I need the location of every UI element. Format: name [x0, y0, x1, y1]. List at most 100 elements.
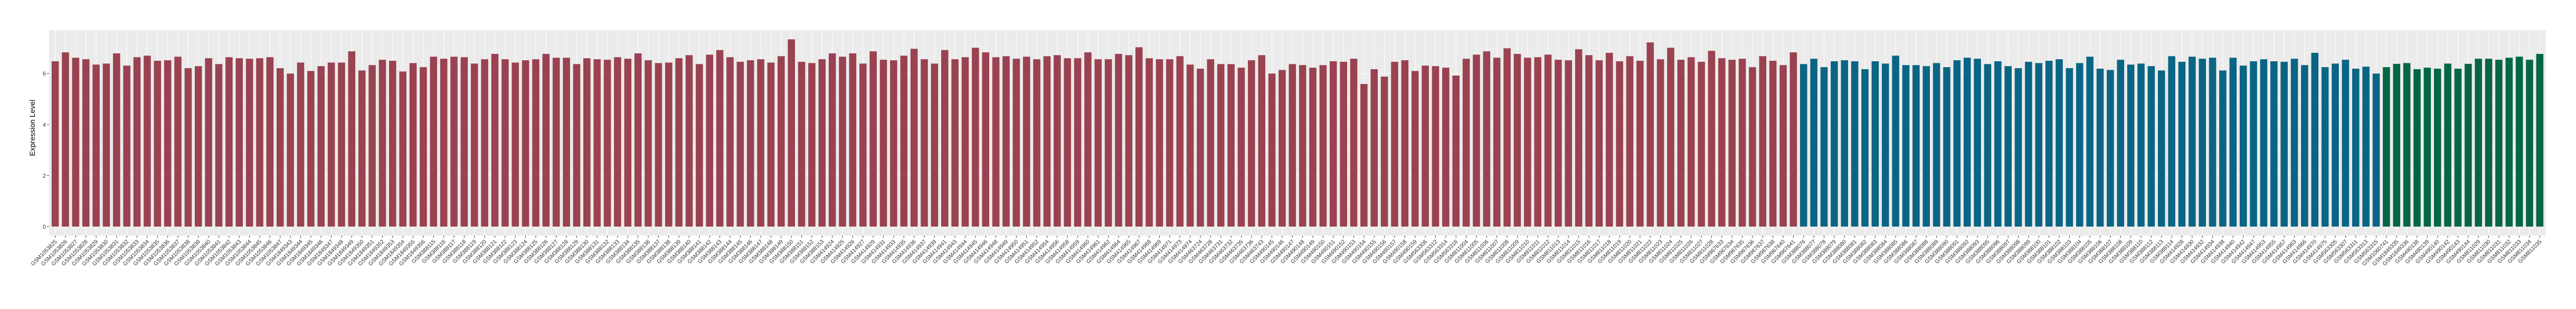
- bar-GSM414954: [1043, 56, 1051, 227]
- bar-GSM967633: [1718, 58, 1726, 227]
- bar-GSM1849343: [287, 73, 294, 227]
- bar-GSM414942: [2239, 65, 2247, 227]
- bar-GSM388091: [1953, 60, 1961, 227]
- bar-GSM414941: [941, 50, 949, 227]
- bar-GSM414924: [828, 53, 836, 227]
- bar-GSM811008: [1503, 48, 1511, 227]
- bar-GSM388113: [2157, 70, 2165, 227]
- bar-GSM463735: [1237, 68, 1245, 227]
- bar-GSM388121: [491, 54, 499, 227]
- bar-GSM414952: [1033, 59, 1040, 227]
- bar-GSM388152: [808, 63, 816, 227]
- bar-GSM1849355: [409, 63, 417, 227]
- bar-GSM563312: [1432, 66, 1439, 227]
- bar-GSM563305: [2332, 63, 2339, 227]
- bar-GSM388148: [767, 62, 775, 227]
- bar-GSM1053832: [123, 65, 130, 227]
- bar-GSM388122: [501, 59, 509, 227]
- bar-GSM388129: [573, 64, 581, 227]
- bar-GSM414960: [1084, 52, 1092, 227]
- bar-GSM811016: [1585, 55, 1593, 227]
- bar-GSM388133: [614, 57, 621, 227]
- bar-GSM414965: [1125, 55, 1133, 227]
- bar-GSM811020: [1626, 56, 1634, 227]
- bar-GSM811010: [1524, 58, 1531, 227]
- bar-GSM490139: [2423, 68, 2431, 227]
- bar-GSM388089: [1933, 63, 1940, 227]
- bar-GSM1053828: [82, 59, 90, 227]
- bar-GSM414953: [2260, 59, 2268, 227]
- bar-GSM414932: [2199, 59, 2206, 227]
- bar-GSM811009: [1513, 54, 1521, 227]
- bar-GSM414950: [1012, 59, 1020, 227]
- bar-GSM811034: [2526, 60, 2533, 227]
- bar-GSM563311: [2352, 69, 2360, 227]
- bar-GSM414940: [2229, 58, 2237, 227]
- bar-GSM811035: [2536, 54, 2544, 227]
- bar-GSM414959: [1074, 58, 1082, 227]
- bar-GSM388103: [2066, 68, 2073, 227]
- bar-GSM414955: [2270, 61, 2278, 227]
- bar-GSM414947: [2250, 61, 2257, 227]
- bar-GSM490154: [1360, 84, 1368, 227]
- bars: [51, 39, 2544, 227]
- bar-GSM490140: [2433, 69, 2441, 227]
- bar-GSM388141: [696, 64, 703, 227]
- bar-GSM414967: [1135, 47, 1143, 227]
- bar-GSM414956: [1054, 55, 1061, 227]
- bar-GSM490150: [1319, 65, 1327, 227]
- bar-GSM388108: [2117, 60, 2125, 227]
- bar-GSM414943: [951, 59, 959, 227]
- bar-GSM388125: [532, 59, 539, 227]
- bar-GSM1053842: [225, 57, 233, 227]
- bar-GSM388102: [2056, 59, 2063, 227]
- bar-GSM490143: [2454, 69, 2462, 227]
- bar-GSM811014: [1565, 60, 1573, 227]
- bar-GSM1060741: [2383, 67, 2390, 227]
- bar-GSM967635: [1738, 59, 1746, 227]
- bar-GSM414928: [2178, 61, 2186, 227]
- bar-GSM414925: [839, 57, 846, 227]
- bar-GSM1849345: [307, 71, 315, 227]
- bar-GSM388093: [1974, 59, 1981, 227]
- bar-GSM388109: [2127, 64, 2135, 227]
- bar-GSM414945: [972, 48, 979, 227]
- bar-GSM388087: [1912, 65, 1920, 227]
- bar-GSM811005: [1473, 54, 1480, 227]
- bar-GSM388104: [2076, 63, 2083, 227]
- bar-GSM1849352: [378, 60, 386, 227]
- bar-GSM1053846: [266, 57, 274, 227]
- bar-GSM414936: [910, 49, 918, 227]
- bar-GSM490157: [1391, 61, 1398, 227]
- bar-GSM1053838: [184, 68, 192, 227]
- bar-GSM811027: [1698, 61, 1705, 227]
- bar-GSM811025: [1677, 60, 1685, 227]
- bar-GSM967634: [1728, 60, 1736, 227]
- x-axis: GSM1053825GSM1053826GSM1053827GSM1053828…: [30, 236, 2543, 267]
- bar-GSM414926: [849, 53, 857, 227]
- bar-GSM414957: [2280, 61, 2288, 227]
- bar-GSM490146: [1278, 70, 1286, 227]
- y-axis: 0 2 4 6: [43, 71, 49, 230]
- bar-GSM811026: [1687, 57, 1695, 227]
- bar-GSM563315: [2372, 73, 2380, 227]
- bar-GSM414958: [1064, 58, 1071, 227]
- bar-GSM388106: [2096, 69, 2104, 227]
- bar-GSM1053844: [245, 59, 253, 227]
- bar-GSM414974: [1186, 64, 1194, 227]
- bar-GSM414951: [1022, 57, 1030, 227]
- bar-GSM388084: [1881, 63, 1889, 227]
- bar-GSM388105: [2086, 57, 2094, 227]
- bar-GSM414975: [2321, 67, 2329, 227]
- bar-GSM414971: [1166, 59, 1173, 227]
- bar-GSM811019: [1616, 61, 1623, 227]
- bar-GSM388080: [1841, 60, 1849, 227]
- bar-GSM414968: [1145, 58, 1153, 227]
- bar-GSM1053836: [164, 60, 172, 227]
- bar-GSM811006: [1483, 51, 1491, 227]
- bar-GSM490152: [1340, 61, 1347, 227]
- bar-GSM414964: [1115, 54, 1122, 227]
- bar-GSM388153: [818, 59, 826, 227]
- bar-GSM388076: [1800, 64, 1807, 227]
- bar-GSM388136: [645, 60, 652, 227]
